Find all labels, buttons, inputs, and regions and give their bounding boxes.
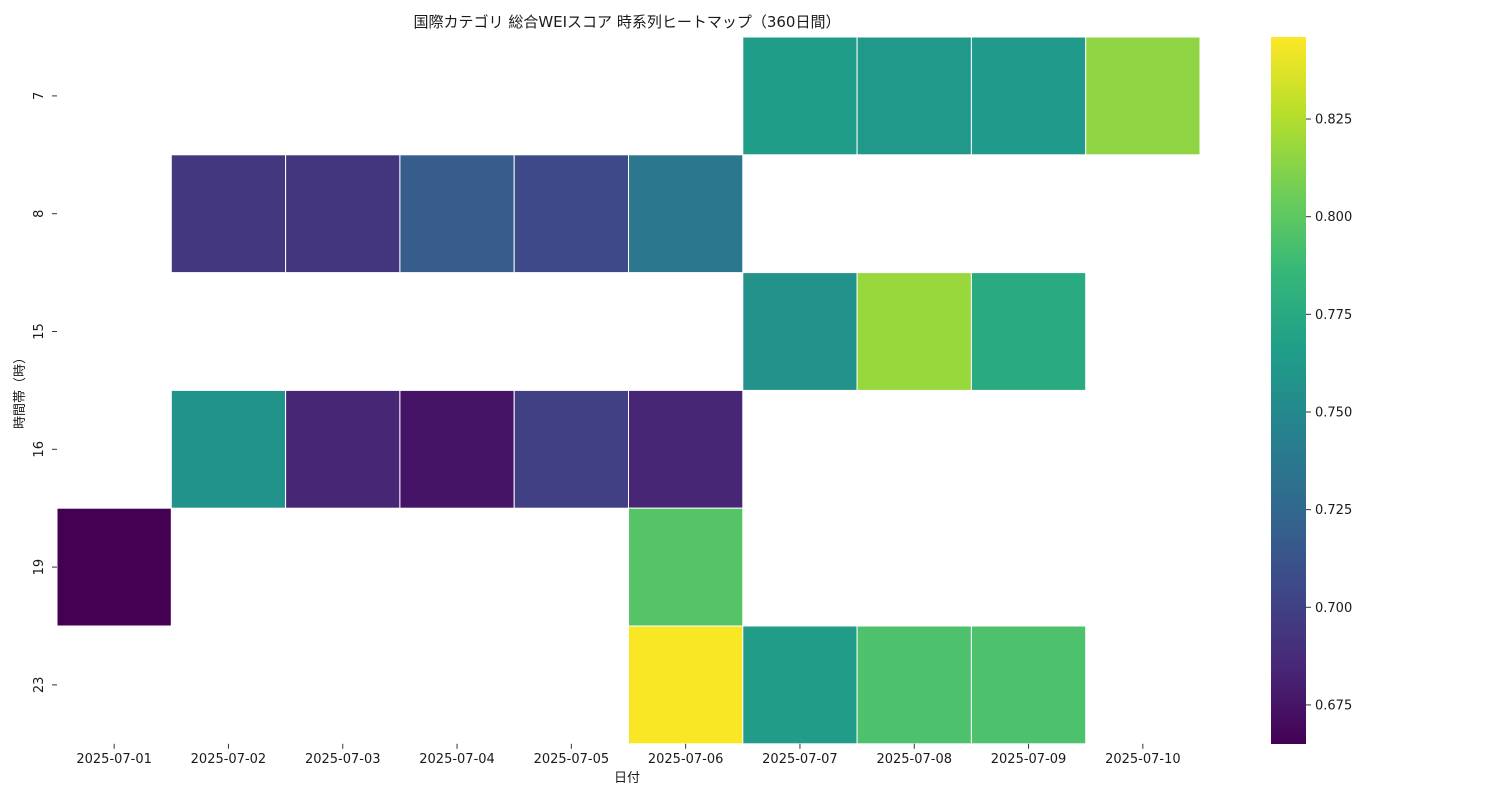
heatmap-cell bbox=[856, 272, 972, 391]
colorbar-tick-label: 0.675 bbox=[1315, 698, 1352, 713]
colorbar-tick-label: 0.800 bbox=[1315, 210, 1352, 225]
heatmap-cell bbox=[970, 36, 1087, 156]
colorbar-ticks: 0.675 0.700 0.725 0.750 0.775 0.800 0.825 bbox=[1306, 113, 1352, 713]
x-axis-label: 日付 bbox=[614, 771, 640, 786]
x-tick-label: 2025-07-10 bbox=[1105, 752, 1181, 767]
heatmap-cell bbox=[742, 36, 858, 156]
heatmap-cell bbox=[628, 625, 744, 745]
heatmap-cell bbox=[628, 389, 744, 509]
colorbar-tick-label: 0.775 bbox=[1315, 308, 1352, 323]
heatmap-cell bbox=[513, 389, 630, 509]
heatmap-cell bbox=[856, 36, 972, 156]
y-tick-label: 7 bbox=[32, 92, 47, 100]
heatmap-cell bbox=[970, 272, 1087, 391]
heatmap-cell bbox=[856, 625, 972, 745]
heatmap-cell bbox=[285, 389, 401, 509]
colorbar-tick-label: 0.825 bbox=[1315, 113, 1352, 128]
heatmap-cell bbox=[399, 154, 515, 274]
colorbar-tick-label: 0.750 bbox=[1315, 405, 1352, 420]
heatmap-cell bbox=[399, 389, 515, 509]
x-tick-label: 2025-07-05 bbox=[534, 752, 610, 767]
colorbar-tick-label: 0.700 bbox=[1315, 601, 1352, 616]
x-tick-label: 2025-07-09 bbox=[991, 752, 1067, 767]
x-axis: 2025-07-01 2025-07-02 2025-07-03 2025-07-04… bbox=[76, 743, 1181, 767]
colorbar bbox=[1271, 37, 1306, 744]
y-tick-label: 15 bbox=[32, 323, 47, 340]
colorbar-tick-label: 0.725 bbox=[1315, 503, 1352, 518]
y-tick-label: 23 bbox=[32, 677, 47, 694]
y-tick-label: 19 bbox=[32, 559, 47, 576]
heatmap-cell bbox=[513, 154, 630, 274]
x-tick-label: 2025-07-01 bbox=[76, 752, 152, 767]
heatmap-cell bbox=[1085, 36, 1201, 156]
heatmap-cell bbox=[742, 272, 858, 391]
heatmap-cell bbox=[742, 625, 858, 745]
heatmap-cell bbox=[170, 389, 287, 509]
chart-title: 国際カテゴリ 総合WEIスコア 時系列ヒートマップ（360日間） bbox=[414, 13, 841, 31]
heatmap-cell bbox=[628, 507, 744, 627]
heatmap-cell bbox=[628, 154, 744, 274]
x-tick-label: 2025-07-03 bbox=[305, 752, 381, 767]
x-tick-label: 2025-07-06 bbox=[648, 752, 724, 767]
heatmap-cells bbox=[56, 36, 1201, 745]
y-axis: 7 8 15 16 19 23 bbox=[32, 92, 57, 693]
x-tick-label: 2025-07-07 bbox=[762, 752, 838, 767]
y-axis-label: 時間帯（時） bbox=[13, 351, 28, 429]
y-tick-label: 16 bbox=[32, 441, 47, 458]
heatmap-cell bbox=[970, 625, 1087, 745]
x-tick-label: 2025-07-02 bbox=[191, 752, 267, 767]
heatmap-cell bbox=[170, 154, 287, 274]
heatmap-cell bbox=[285, 154, 401, 274]
y-tick-label: 8 bbox=[32, 210, 47, 218]
heatmap-cell bbox=[56, 507, 172, 627]
x-tick-label: 2025-07-08 bbox=[876, 752, 952, 767]
x-tick-label: 2025-07-04 bbox=[419, 752, 495, 767]
